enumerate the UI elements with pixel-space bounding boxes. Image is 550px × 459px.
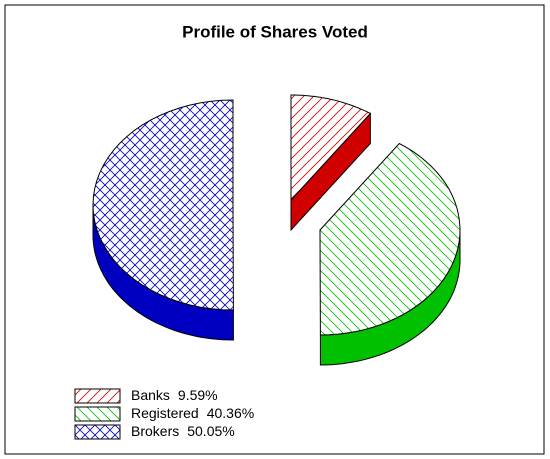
legend-label: Registered 40.36%: [131, 405, 254, 421]
legend-swatch: [74, 406, 121, 422]
slice: [290, 94, 372, 202]
frame: [4, 4, 545, 455]
legend-name: Registered: [131, 405, 199, 421]
chart-title: Profile of Shares Voted: [182, 22, 368, 41]
slice: [92, 99, 234, 311]
legend-value: 40.36%: [207, 405, 254, 421]
legend-value: 50.05%: [187, 423, 234, 439]
legend-value: 9.59%: [178, 387, 218, 403]
legend-swatch: [74, 388, 121, 404]
legend-swatch: [74, 424, 121, 440]
legend-name: Brokers: [131, 423, 179, 439]
legend-label: Brokers 50.05%: [131, 423, 235, 439]
legend-label: Banks 9.59%: [131, 387, 218, 403]
legend-name: Banks: [131, 387, 170, 403]
slice: [319, 142, 461, 336]
